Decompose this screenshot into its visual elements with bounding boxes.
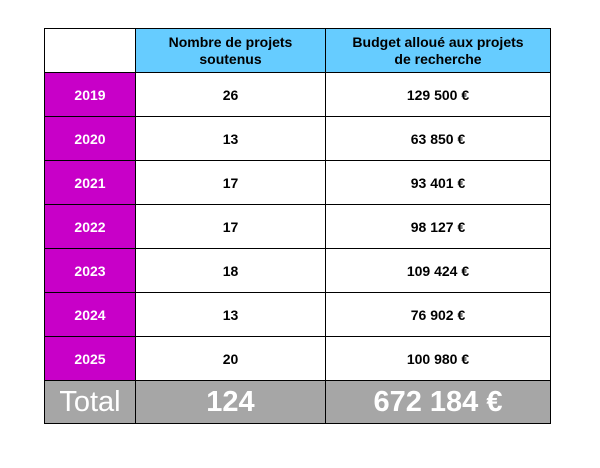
budget-cell: 93 401 € — [325, 160, 551, 205]
total-label: Total — [44, 380, 136, 424]
total-row: Total 124 672 184 € — [44, 380, 551, 424]
table-row: 2020 13 63 850 € — [44, 116, 551, 161]
year-cell: 2024 — [44, 292, 136, 337]
header-budget-line-1: Budget alloué aux projets — [352, 33, 524, 50]
table-row: 2021 17 93 401 € — [44, 160, 551, 205]
year-cell: 2019 — [44, 72, 136, 117]
projects-count-cell: 20 — [135, 336, 326, 381]
projects-count-cell: 17 — [135, 160, 326, 205]
budget-cell: 76 902 € — [325, 292, 551, 337]
corner-cell — [44, 28, 136, 73]
total-projects-count: 124 — [135, 380, 326, 424]
year-cell: 2023 — [44, 248, 136, 293]
header-budget-line-2: de recherche — [394, 50, 482, 67]
budget-cell: 100 980 € — [325, 336, 551, 381]
year-cell: 2022 — [44, 204, 136, 249]
table-row: 2019 26 129 500 € — [44, 72, 551, 117]
budget-cell: 63 850 € — [325, 116, 551, 161]
projects-count-cell: 26 — [135, 72, 326, 117]
header-row: Nombre de projets soutenus Budget alloué… — [44, 28, 551, 73]
projects-budget-table: Nombre de projets soutenus Budget alloué… — [44, 28, 551, 424]
projects-count-cell: 13 — [135, 292, 326, 337]
budget-cell: 109 424 € — [325, 248, 551, 293]
year-cell: 2025 — [44, 336, 136, 381]
total-budget: 672 184 € — [325, 380, 551, 424]
table-row: 2022 17 98 127 € — [44, 204, 551, 249]
header-budget: Budget alloué aux projets de recherche — [325, 28, 551, 73]
projects-count-cell: 18 — [135, 248, 326, 293]
projects-count-cell: 13 — [135, 116, 326, 161]
header-projects-count-line-2: soutenus — [199, 50, 262, 67]
table-row: 2024 13 76 902 € — [44, 292, 551, 337]
budget-cell: 98 127 € — [325, 204, 551, 249]
header-projects-count-line-1: Nombre de projets — [168, 33, 293, 50]
header-projects-count: Nombre de projets soutenus — [135, 28, 326, 73]
table-row: 2025 20 100 980 € — [44, 336, 551, 381]
table-row: 2023 18 109 424 € — [44, 248, 551, 293]
projects-count-cell: 17 — [135, 204, 326, 249]
year-cell: 2020 — [44, 116, 136, 161]
budget-cell: 129 500 € — [325, 72, 551, 117]
year-cell: 2021 — [44, 160, 136, 205]
